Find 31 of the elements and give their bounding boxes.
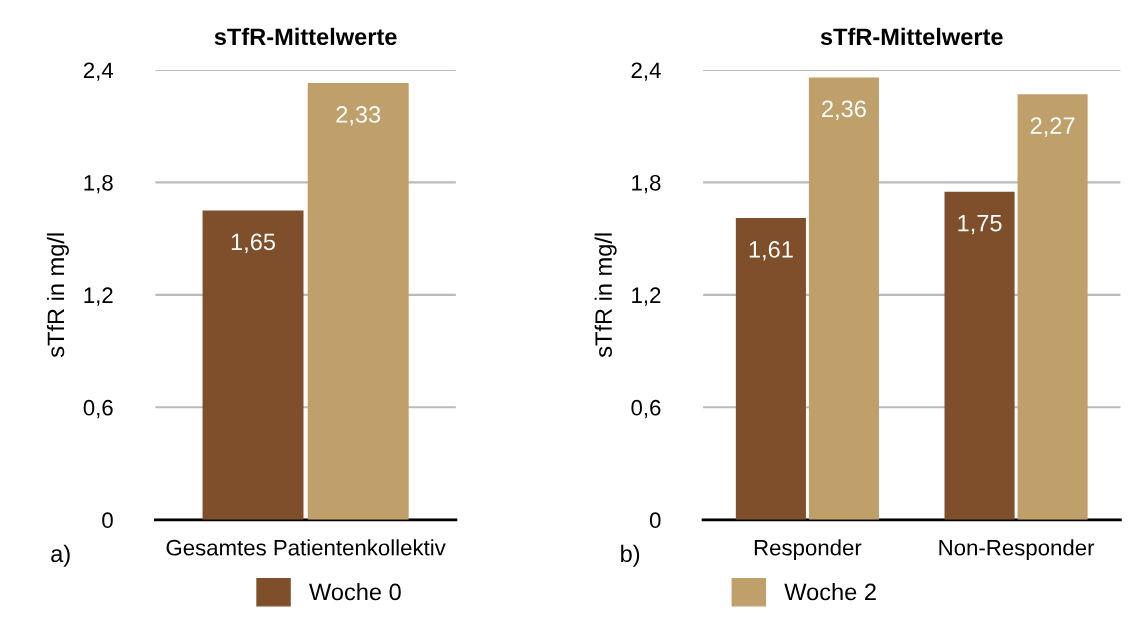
chart-title: sTfR-Mittelwerte <box>820 27 1003 46</box>
y-tick-label: 1,2 <box>632 287 661 306</box>
data-label: 1,65 <box>231 233 276 254</box>
y-tick-label: 1,2 <box>84 287 113 306</box>
y-tick-label: 2,4 <box>631 62 661 81</box>
chart-title: sTfR-Mittelwerte <box>214 27 397 46</box>
data-label: 2,36 <box>822 100 866 120</box>
bar <box>1017 94 1088 520</box>
data-label: 2,27 <box>1030 117 1075 137</box>
text: b) <box>621 544 640 567</box>
bar <box>735 217 806 520</box>
y-axis-title: sTfR in mg/l <box>594 233 617 358</box>
legend-label: Woche 0 <box>309 582 401 601</box>
bar <box>808 77 879 520</box>
data-label: 2,33 <box>336 106 381 126</box>
y-tick-label: 0 <box>649 512 661 529</box>
y-tick-label: 0 <box>102 512 113 529</box>
y-tick-label: 0,6 <box>83 399 113 419</box>
legend-label: Woche 2 <box>784 582 876 601</box>
data-label: 1,61 <box>749 241 793 261</box>
y-tick-label: 1,8 <box>632 174 661 194</box>
y-tick-label: 1,8 <box>84 174 113 194</box>
bar <box>944 191 1015 520</box>
x-tick-label: Responder <box>754 539 862 560</box>
data-label: 1,75 <box>958 215 1002 235</box>
y-tick-label: 0,6 <box>631 399 661 419</box>
y-axis-title: sTfR in mg/l <box>46 233 69 358</box>
x-tick-label: Gesamtes Patientenkollektiv <box>166 539 446 556</box>
text: a) <box>51 544 70 567</box>
x-tick-label: Non-Responder <box>939 539 1095 560</box>
y-tick-label: 2,4 <box>83 62 114 81</box>
